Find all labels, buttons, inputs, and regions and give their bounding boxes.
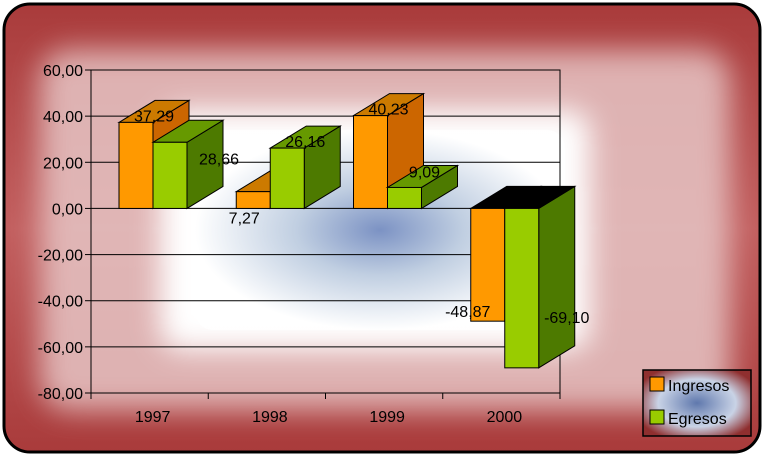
bar-egresos-1999 <box>387 186 422 209</box>
data-label-ingresos-2000: -48,87 <box>445 304 490 321</box>
labels-layer: 37,29 28,66 7,27 26,16 40,23 9,09 -48,87 -69,10 <box>134 102 590 327</box>
y-tick-label: 40,00 <box>43 109 83 126</box>
data-label-egresos-1997: 28,66 <box>199 151 239 168</box>
legend-label-egresos: Egresos <box>668 411 727 428</box>
y-tick-label: 0,00 <box>52 201 83 218</box>
y-tick-label: -40,00 <box>38 294 83 311</box>
bar-ingresos-1997 <box>118 121 154 209</box>
legend-label-ingresos: Ingresos <box>668 378 729 395</box>
data-label-egresos-1999: 9,09 <box>409 164 440 181</box>
y-tick-label: -60,00 <box>38 340 83 357</box>
bar-egresos-2000 <box>504 207 540 369</box>
x-tick-label: 1999 <box>369 409 405 426</box>
data-label-egresos-2000: -69,10 <box>544 310 589 327</box>
data-label-egresos-1998: 26,16 <box>285 134 325 151</box>
grid-layer: 60,00 40,00 20,00 0,00 -20,00 -40,00 -60,00 -80… <box>38 63 561 426</box>
data-label-ingresos-1999: 40,23 <box>368 102 408 119</box>
bars-layer <box>117 92 577 369</box>
data-label-ingresos-1998: 7,27 <box>229 211 260 228</box>
y-tick-label: 60,00 <box>43 63 83 80</box>
bar-ingresos-1999 <box>353 115 388 209</box>
data-label-ingresos-1997: 37,29 <box>134 108 174 125</box>
bar-side-egresos-2000 <box>538 185 576 369</box>
x-tick-label: 2000 <box>487 409 523 426</box>
legend-swatch-ingresos <box>649 376 665 392</box>
x-tick-label: 1997 <box>135 409 171 426</box>
legend: Ingresos Egresos <box>642 369 752 437</box>
y-tick-label: -20,00 <box>38 248 83 265</box>
x-tick-label: 1998 <box>252 409 288 426</box>
y-tick-label: -80,00 <box>38 386 83 403</box>
bar-ingresos-1998 <box>235 191 271 209</box>
bar-egresos-1997 <box>152 141 188 209</box>
legend-swatch-egresos <box>649 409 665 425</box>
y-tick-label: 20,00 <box>43 155 83 172</box>
bar-egresos-1998 <box>269 147 305 209</box>
